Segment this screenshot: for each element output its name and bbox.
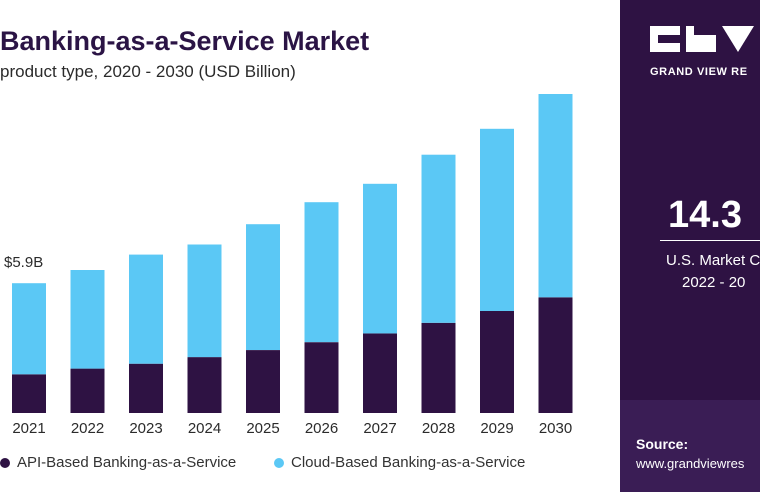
bar-api-2024: [187, 357, 222, 413]
bar-api-2027: [363, 333, 397, 413]
legend-label-cloud: Cloud-Based Banking-as-a-Service: [291, 454, 526, 471]
legend-swatch-cloud: [274, 457, 284, 468]
stat-divider: [660, 240, 760, 241]
bar-api-2022: [70, 368, 105, 413]
bar-cloud-2024: [187, 244, 222, 358]
stat-value: 14.3: [668, 194, 742, 236]
bar-cloud-2029: [480, 128, 514, 311]
bar-cloud-2023: [129, 254, 163, 364]
bar-cloud-2021: [12, 283, 46, 375]
bar-api-2028: [421, 322, 456, 413]
bar-api-2021: [12, 374, 46, 413]
bar-cloud-2028: [421, 154, 456, 323]
bar-api-2023: [129, 363, 163, 413]
bar-chart: 2021 2022 2023 2024 2025 2026 2027 2028 2029 2030…: [4, 94, 573, 437]
legend-label-api: API-Based Banking-as-a-Service: [17, 454, 237, 471]
x-tick-label-2029: 2029: [480, 420, 513, 437]
legend-swatch-api: [0, 457, 10, 468]
source-label: Source:: [636, 436, 689, 452]
x-tick-label-2023: 2023: [129, 420, 162, 437]
x-tick-label-2024: 2024: [188, 420, 221, 437]
brand-name: GRAND VIEW RE: [650, 66, 748, 78]
legend-item-cloud: Cloud-Based Banking-as-a-Service: [274, 454, 525, 471]
x-tick-label-2028: 2028: [422, 420, 455, 437]
bar-cloud-2026: [304, 202, 339, 343]
stat-caption-line2: 2022 - 20: [682, 274, 746, 291]
bar-cloud-2027: [363, 183, 397, 334]
x-tick-label-2025: 2025: [246, 420, 279, 437]
bar-cloud-2030: [538, 94, 573, 298]
chart-title: Banking-as-a-Service Market: [0, 26, 370, 56]
x-tick-label-2030: 2030: [539, 420, 572, 437]
x-tick-label-2021: 2021: [12, 420, 45, 437]
x-tick-label-2027: 2027: [363, 420, 396, 437]
bar-cloud-2025: [246, 224, 280, 350]
chart-area: Banking-as-a-Service Market product type…: [0, 26, 573, 471]
x-tick-label-2022: 2022: [71, 420, 104, 437]
chart-subtitle: product type, 2020 - 2030 (USD Billion): [0, 62, 296, 81]
panel-footer-band: [620, 400, 760, 492]
x-tick-label-2026: 2026: [305, 420, 338, 437]
bar-cloud-2022: [70, 270, 105, 369]
grand-view-logo-icon: [650, 26, 754, 52]
bar-api-2030: [538, 297, 573, 413]
source-link[interactable]: www.grandviewres: [636, 456, 745, 471]
legend-item-api: API-Based Banking-as-a-Service: [0, 454, 236, 471]
bar-api-2026: [304, 342, 339, 413]
stat-caption-line1: U.S. Market C: [666, 252, 760, 269]
report-panel: GRAND VIEW RE 14.3 U.S. Market C 2022 - …: [620, 0, 760, 492]
bar-api-2029: [480, 310, 514, 413]
data-label-2021: $5.9B: [4, 254, 43, 271]
bar-api-2025: [246, 350, 280, 413]
